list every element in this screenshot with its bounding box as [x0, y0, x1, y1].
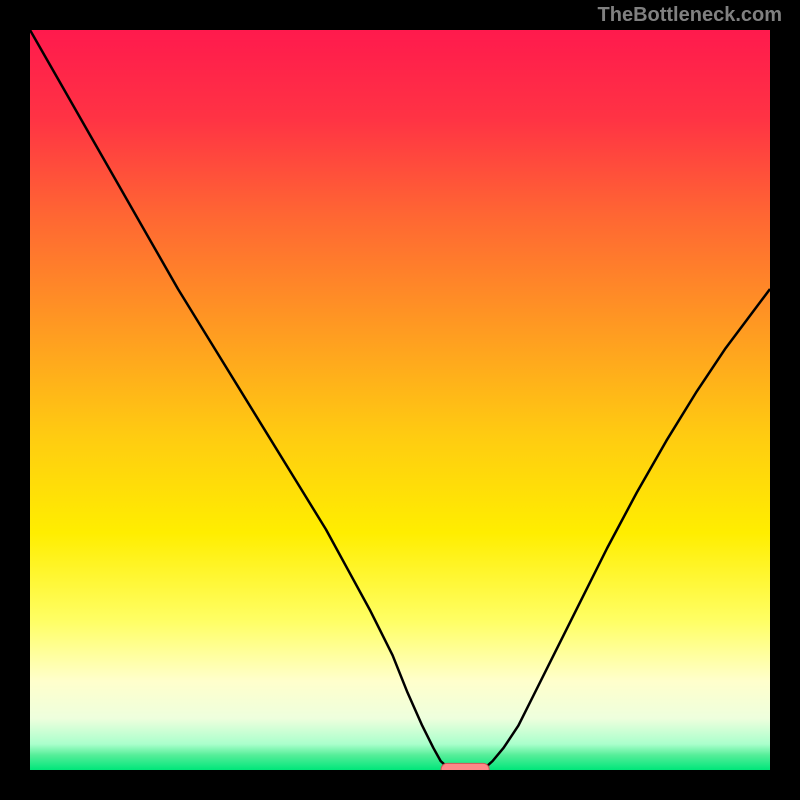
plot-svg [30, 30, 770, 770]
chart-container: TheBottleneck.com [0, 0, 800, 800]
gradient-background [30, 30, 770, 770]
watermark-text: TheBottleneck.com [598, 4, 782, 27]
optimal-marker [441, 763, 489, 770]
